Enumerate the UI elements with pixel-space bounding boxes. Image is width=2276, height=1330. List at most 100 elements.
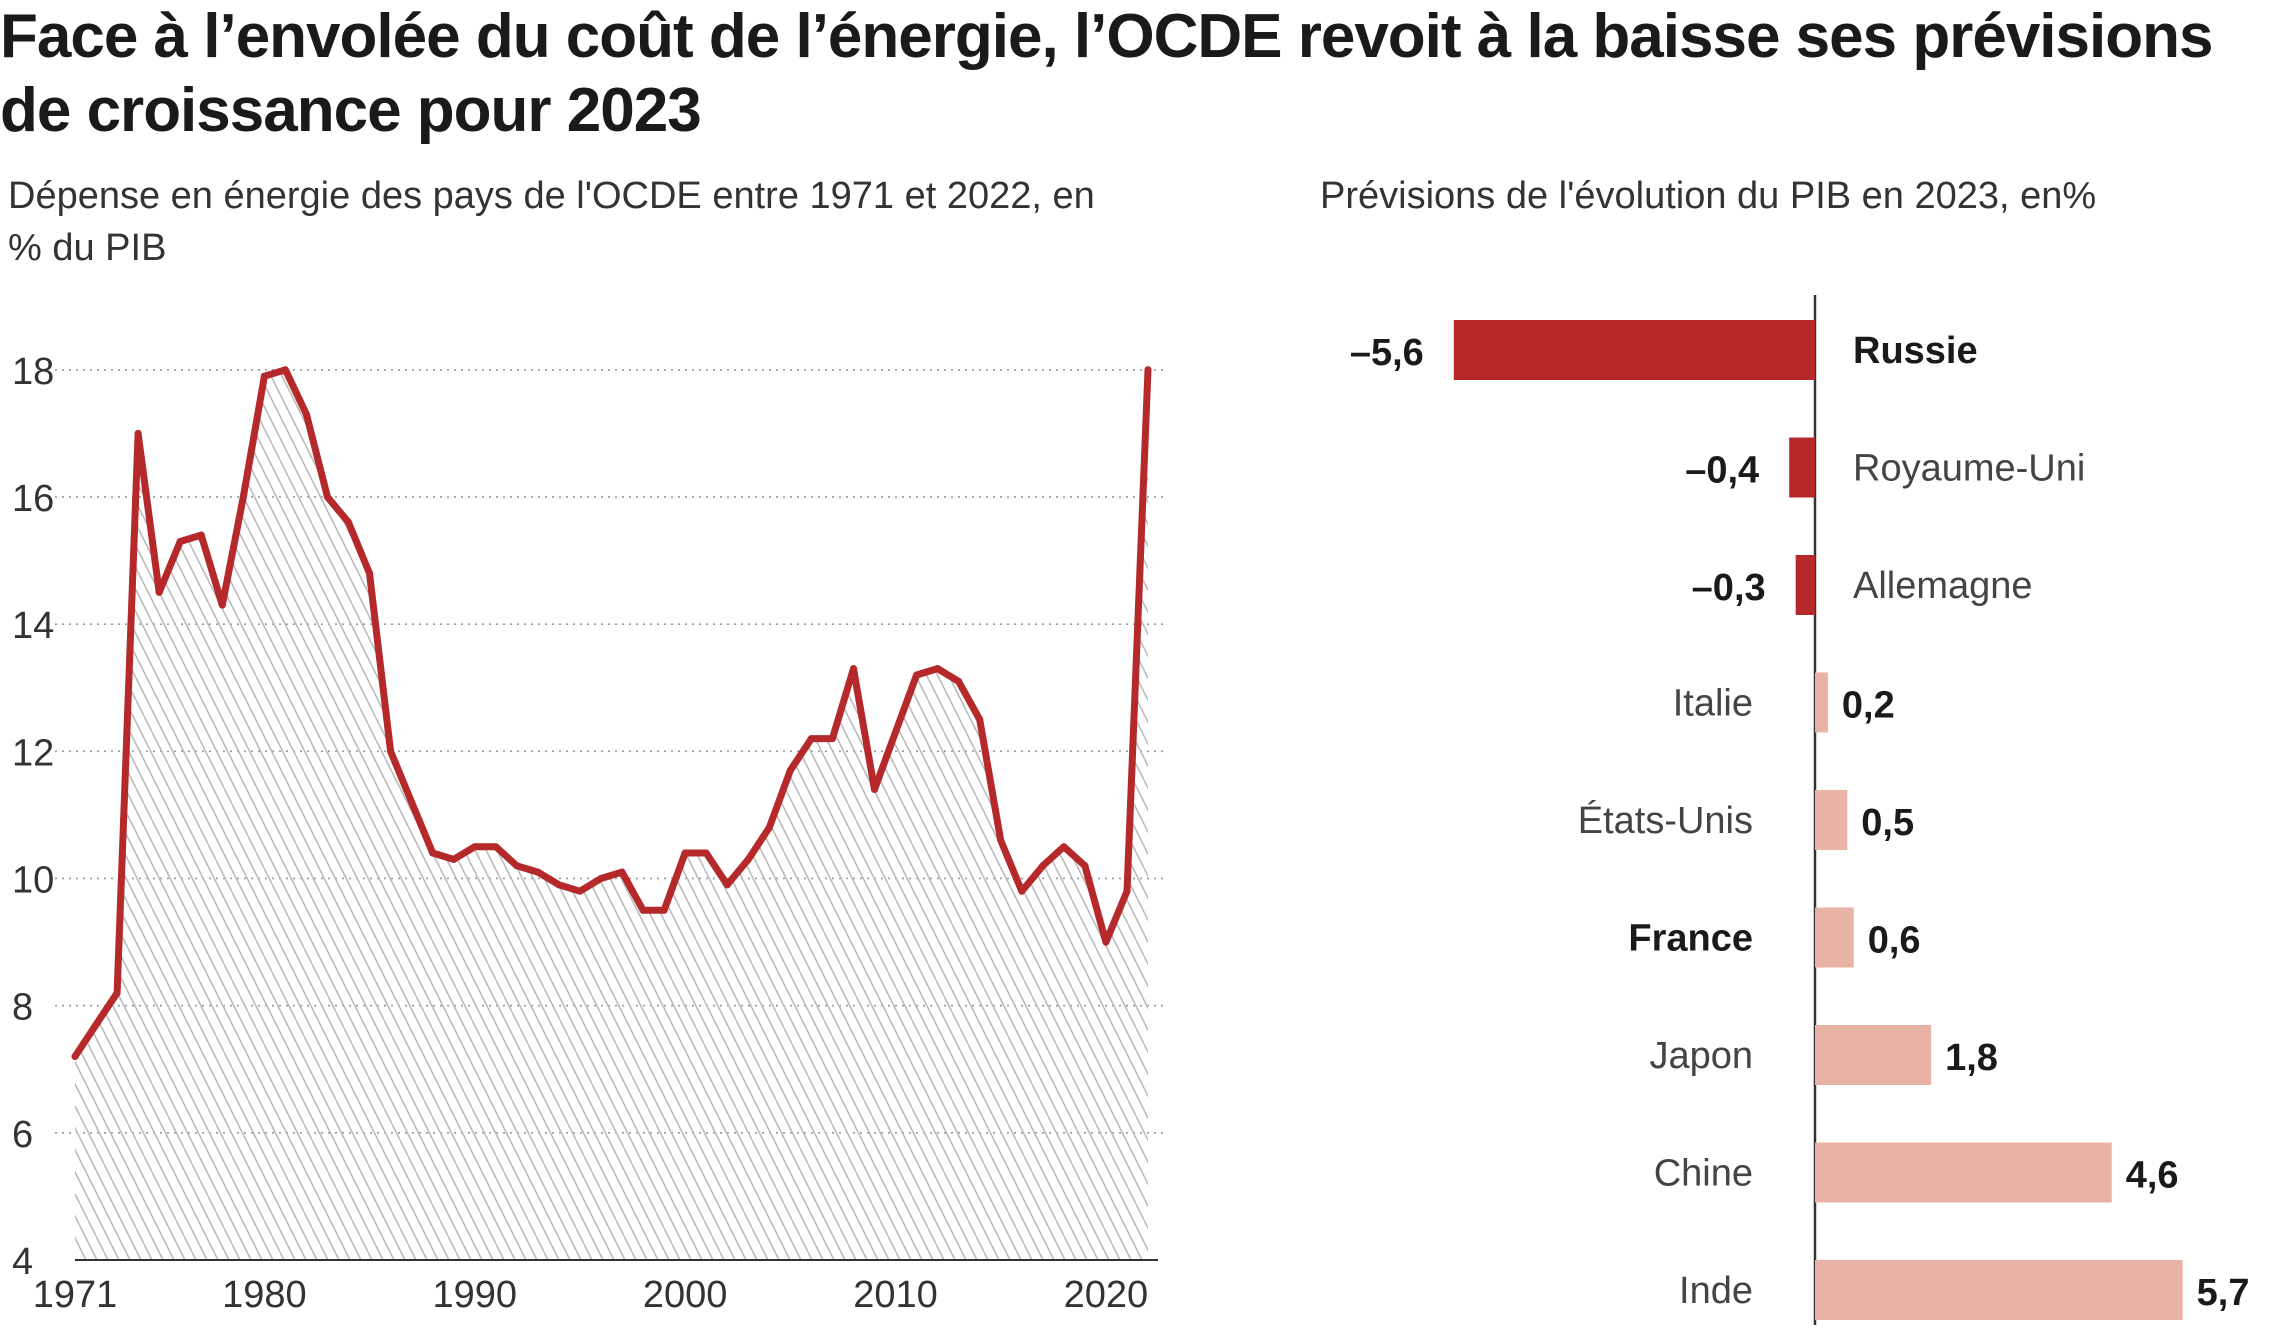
data-point — [555, 881, 563, 889]
data-point — [828, 735, 836, 743]
data-point — [1144, 366, 1152, 374]
x-tick-label: 2000 — [643, 1274, 728, 1316]
data-point — [408, 798, 416, 806]
bar-chart-title: Prévisions de l'évolution du PIB en 2023… — [1320, 175, 2097, 217]
data-point — [597, 874, 605, 882]
bar-italie — [1815, 672, 1828, 733]
data-point — [702, 849, 710, 857]
y-tick-label: 14 — [12, 605, 54, 647]
data-point — [513, 862, 521, 870]
data-point — [618, 868, 626, 876]
y-tick-label: 16 — [12, 478, 54, 520]
bar-russie — [1453, 320, 1815, 380]
x-tick-label: 1971 — [33, 1274, 118, 1316]
y-tick-label: 10 — [12, 859, 54, 901]
data-point — [113, 989, 121, 997]
category-label: Russie — [1853, 330, 1978, 372]
data-point — [302, 410, 310, 418]
data-point — [786, 766, 794, 774]
gdp-forecast-bar-chart: Russie –5,6 Royaume-Uni –0,4 Allemagne –0,3 It… — [1350, 295, 2250, 1325]
data-point — [849, 665, 857, 673]
x-tick-label: 2010 — [853, 1274, 938, 1316]
energy-spending-line-chart: 4 6 8 10 12 14 16 18 1971 1980 1990 2000 2010 2020 — [12, 351, 1168, 1316]
data-point — [534, 868, 542, 876]
series-line — [71, 366, 1152, 1060]
data-point — [660, 906, 668, 914]
data-point — [723, 881, 731, 889]
value-label: –0,3 — [1692, 567, 1766, 609]
data-point — [1102, 938, 1110, 946]
data-point — [1123, 887, 1131, 895]
bar-chine — [1815, 1142, 2112, 1203]
x-tick-label: 1990 — [432, 1274, 517, 1316]
data-point — [71, 1053, 79, 1061]
line-chart-title: Dépense en énergie des pays de l'OCDE en… — [8, 175, 1095, 269]
data-point — [1039, 862, 1047, 870]
category-label: France — [1628, 918, 1753, 960]
data-point — [366, 569, 374, 577]
data-point — [134, 429, 142, 437]
data-point — [471, 843, 479, 851]
value-label: 0,5 — [1861, 802, 1914, 844]
y-tick-label: 4 — [12, 1241, 33, 1283]
data-point — [913, 671, 921, 679]
category-label: Japon — [1649, 1035, 1753, 1077]
category-label: Allemagne — [1853, 565, 2033, 607]
data-point — [197, 531, 205, 539]
x-tick-label: 1980 — [222, 1274, 307, 1316]
data-point — [955, 677, 963, 685]
data-point — [345, 518, 353, 526]
data-point — [239, 493, 247, 501]
y-tick-label: 18 — [12, 351, 54, 393]
bar-allemagne — [1795, 555, 1815, 615]
data-point — [218, 601, 226, 609]
bar-france — [1815, 907, 1854, 968]
category-label: États-Unis — [1578, 799, 1753, 842]
data-point — [1081, 862, 1089, 870]
data-point — [92, 1021, 100, 1029]
data-point — [155, 588, 163, 596]
bar-inde — [1815, 1260, 2183, 1320]
data-point — [492, 843, 500, 851]
data-point — [281, 366, 289, 374]
data-point — [387, 747, 395, 755]
data-point — [765, 824, 773, 832]
data-point — [176, 537, 184, 545]
y-tick-label: 6 — [12, 1114, 33, 1156]
category-label: Chine — [1654, 1153, 1753, 1195]
data-point — [997, 836, 1005, 844]
data-point — [1018, 887, 1026, 895]
value-label: –0,4 — [1685, 450, 1759, 492]
data-point — [934, 665, 942, 673]
data-point — [429, 849, 437, 857]
data-point — [892, 728, 900, 736]
bar-japon — [1815, 1025, 1932, 1085]
page-title: Face à l’envolée du coût de l’énergie, l… — [0, 2, 2213, 145]
y-tick-label: 8 — [12, 987, 33, 1029]
data-point — [807, 735, 815, 743]
data-point — [744, 855, 752, 863]
y-tick-label: 12 — [12, 732, 54, 774]
x-tick-label: 2020 — [1064, 1274, 1149, 1316]
value-label: 1,8 — [1945, 1037, 1998, 1079]
data-point — [450, 855, 458, 863]
data-point — [870, 785, 878, 793]
value-label: –5,6 — [1350, 332, 1424, 374]
data-point — [260, 372, 268, 380]
value-label: 5,7 — [2197, 1272, 2250, 1314]
bar--tats-unis — [1815, 790, 1848, 850]
value-label: 0,6 — [1868, 920, 1921, 962]
category-label: Italie — [1673, 683, 1753, 725]
data-point — [976, 716, 984, 724]
data-point — [323, 493, 331, 501]
area-fill — [75, 369, 1148, 1260]
value-label: 0,2 — [1842, 685, 1895, 727]
value-label: 4,6 — [2126, 1155, 2179, 1197]
data-point — [681, 849, 689, 857]
data-point — [576, 887, 584, 895]
data-point — [1060, 843, 1068, 851]
bar-royaume-uni — [1789, 437, 1815, 498]
category-label: Inde — [1679, 1270, 1753, 1312]
category-label: Royaume-Uni — [1853, 448, 2085, 490]
data-point — [639, 906, 647, 914]
